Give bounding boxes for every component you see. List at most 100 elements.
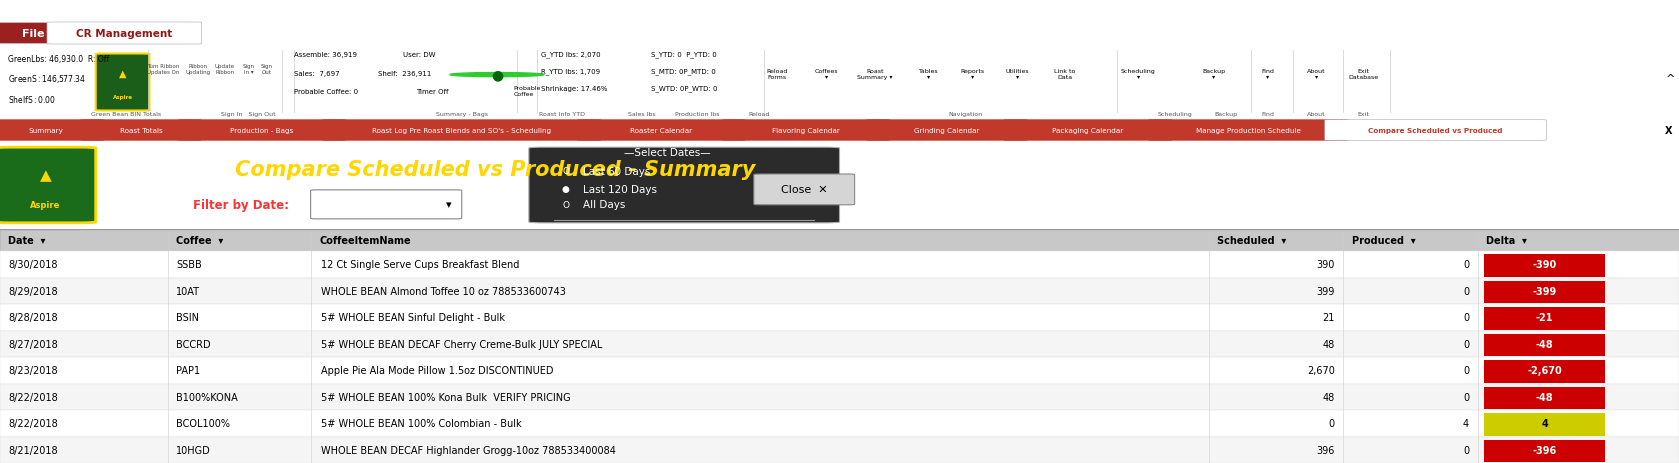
Text: Sign
In ▾: Sign In ▾ bbox=[242, 64, 255, 75]
Text: Update
Ribbon: Update Ribbon bbox=[215, 64, 235, 75]
Text: Probable Coffee: 0: Probable Coffee: 0 bbox=[294, 89, 358, 94]
FancyBboxPatch shape bbox=[311, 190, 462, 219]
Text: Exit: Exit bbox=[1357, 112, 1370, 117]
Text: ;: ; bbox=[13, 5, 18, 18]
Text: Reports
▾: Reports ▾ bbox=[960, 69, 984, 79]
Text: Backup
▾: Backup ▾ bbox=[1202, 69, 1226, 79]
Text: All Days: All Days bbox=[583, 200, 625, 210]
Text: Production - Bags: Production - Bags bbox=[230, 127, 294, 133]
Text: BSIN: BSIN bbox=[176, 313, 200, 323]
Text: -21: -21 bbox=[1536, 313, 1553, 323]
Text: X: X bbox=[1666, 125, 1672, 135]
FancyBboxPatch shape bbox=[0, 148, 96, 223]
Bar bbox=[1484, 360, 1605, 383]
Bar bbox=[0, 251, 1679, 278]
Text: Reload: Reload bbox=[749, 112, 769, 117]
Text: Coffee  ▾: Coffee ▾ bbox=[176, 236, 223, 245]
Text: 2,670: 2,670 bbox=[1306, 365, 1335, 375]
Text: Green Bean BIN Totals: Green Bean BIN Totals bbox=[91, 112, 161, 117]
Text: CR Management: CR Management bbox=[76, 28, 173, 38]
Text: Roaster Calendar: Roaster Calendar bbox=[630, 127, 693, 133]
Text: 4: 4 bbox=[1541, 419, 1548, 428]
Text: Last 120 Days: Last 120 Days bbox=[583, 184, 656, 194]
Text: 0: 0 bbox=[1462, 392, 1469, 402]
Text: 5# WHOLE BEAN 100% Kona Bulk  VERIFY PRICING: 5# WHOLE BEAN 100% Kona Bulk VERIFY PRIC… bbox=[321, 392, 571, 402]
Text: —Select Dates—: —Select Dates— bbox=[625, 148, 710, 158]
Text: Sales lbs: Sales lbs bbox=[628, 112, 655, 117]
Text: Roast Totals: Roast Totals bbox=[119, 127, 163, 133]
Text: 390: 390 bbox=[1316, 260, 1335, 269]
Text: 5# WHOLE BEAN DECAF Cherry Creme-Bulk JULY SPECIAL: 5# WHOLE BEAN DECAF Cherry Creme-Bulk JU… bbox=[321, 339, 603, 349]
Text: Shelf:  236,911: Shelf: 236,911 bbox=[378, 71, 432, 77]
Text: 5# WHOLE BEAN 100% Colombian - Bulk: 5# WHOLE BEAN 100% Colombian - Bulk bbox=[321, 419, 520, 428]
Text: -2,670: -2,670 bbox=[1528, 365, 1561, 375]
Text: Roast Info YTD: Roast Info YTD bbox=[539, 112, 586, 117]
Text: Scheduled  ▾: Scheduled ▾ bbox=[1217, 236, 1286, 245]
Text: 8/21/2018: 8/21/2018 bbox=[8, 445, 59, 455]
Text: Summary: Summary bbox=[29, 127, 64, 133]
Text: Grinding Calendar: Grinding Calendar bbox=[913, 127, 981, 133]
Text: Sign
Out: Sign Out bbox=[260, 64, 274, 75]
Bar bbox=[0, 437, 1679, 463]
Text: Paul Zimmerman: Paul Zimmerman bbox=[1503, 6, 1592, 16]
Bar bbox=[1484, 307, 1605, 330]
Bar bbox=[0, 384, 1679, 410]
Text: -48: -48 bbox=[1536, 339, 1553, 349]
Text: Summary - Bags: Summary - Bags bbox=[437, 112, 487, 117]
Text: 0: 0 bbox=[1462, 313, 1469, 323]
Text: ShelfS$:  $0.00: ShelfS$: $0.00 bbox=[8, 94, 57, 105]
Text: Tables
▾: Tables ▾ bbox=[918, 69, 939, 79]
Text: Delta  ▾: Delta ▾ bbox=[1486, 236, 1526, 245]
Text: GreenS$: $146,577.34: GreenS$: $146,577.34 bbox=[8, 73, 87, 85]
Text: 8/27/2018: 8/27/2018 bbox=[8, 339, 59, 349]
Text: About: About bbox=[1306, 112, 1326, 117]
Text: Find: Find bbox=[1261, 112, 1274, 117]
Text: ^: ^ bbox=[1666, 74, 1676, 84]
Text: Coffees
▾: Coffees ▾ bbox=[814, 69, 838, 79]
Text: 10AT: 10AT bbox=[176, 286, 200, 296]
Text: 8/29/2018: 8/29/2018 bbox=[8, 286, 59, 296]
Text: 48: 48 bbox=[1323, 339, 1335, 349]
Text: Timer Off: Timer Off bbox=[416, 89, 448, 94]
Text: Aspire: Aspire bbox=[30, 200, 60, 209]
Text: Filter by Date:: Filter by Date: bbox=[193, 199, 289, 212]
Text: Turn Ribbon
Updates On: Turn Ribbon Updates On bbox=[146, 64, 180, 75]
Text: Probable
Coffee: Probable Coffee bbox=[514, 86, 541, 97]
Text: Scheduling
▾: Scheduling ▾ bbox=[1122, 69, 1155, 79]
Text: 0: 0 bbox=[1462, 339, 1469, 349]
Text: BCCRD: BCCRD bbox=[176, 339, 212, 349]
Text: Apple Pie Ala Mode Pillow 1.5oz DISCONTINUED: Apple Pie Ala Mode Pillow 1.5oz DISCONTI… bbox=[321, 365, 552, 375]
Bar bbox=[0, 410, 1679, 437]
Bar bbox=[1484, 255, 1605, 277]
Text: Roast Log Pre Roast Blends and SO's - Scheduling: Roast Log Pre Roast Blends and SO's - Sc… bbox=[373, 127, 551, 133]
Text: 396: 396 bbox=[1316, 445, 1335, 455]
Text: Find
▾: Find ▾ bbox=[1261, 69, 1274, 79]
Text: Close  ✕: Close ✕ bbox=[781, 185, 828, 195]
FancyBboxPatch shape bbox=[1004, 120, 1172, 141]
Bar bbox=[1484, 281, 1605, 304]
Text: 48: 48 bbox=[1323, 392, 1335, 402]
Text: Scheduling: Scheduling bbox=[1159, 112, 1192, 117]
Text: 12 Ct Single Serve Cups Breakfast Blend: 12 Ct Single Serve Cups Breakfast Blend bbox=[321, 260, 519, 269]
Text: ❒: ❒ bbox=[1627, 6, 1637, 16]
Text: S_MTD: 0P_MTD: 0: S_MTD: 0P_MTD: 0 bbox=[651, 69, 717, 75]
FancyBboxPatch shape bbox=[0, 120, 104, 141]
FancyBboxPatch shape bbox=[81, 120, 201, 141]
Text: Manage Production Schedule: Manage Production Schedule bbox=[1195, 127, 1301, 133]
Bar bbox=[0, 230, 1679, 251]
FancyBboxPatch shape bbox=[322, 120, 601, 141]
Text: WHOLE BEAN Almond Toffee 10 oz 788533600743: WHOLE BEAN Almond Toffee 10 oz 788533600… bbox=[321, 286, 566, 296]
Text: 8/23/2018: 8/23/2018 bbox=[8, 365, 59, 375]
Text: Production lbs: Production lbs bbox=[675, 112, 719, 117]
FancyBboxPatch shape bbox=[754, 175, 855, 206]
Text: R_YTD lbs: 1,709: R_YTD lbs: 1,709 bbox=[541, 69, 599, 75]
Text: 5# WHOLE BEAN Sinful Delight - Bulk: 5# WHOLE BEAN Sinful Delight - Bulk bbox=[321, 313, 505, 323]
Text: ✕: ✕ bbox=[1657, 6, 1667, 16]
Text: 0: 0 bbox=[1462, 260, 1469, 269]
FancyBboxPatch shape bbox=[722, 120, 890, 141]
Text: WHOLE BEAN DECAF Highlander Grogg-10oz 788533400084: WHOLE BEAN DECAF Highlander Grogg-10oz 7… bbox=[321, 445, 616, 455]
Text: Link to
Data: Link to Data bbox=[1054, 69, 1075, 79]
Text: Exit
Database: Exit Database bbox=[1348, 69, 1378, 79]
Text: —: — bbox=[1597, 6, 1607, 16]
Text: 8/22/2018: 8/22/2018 bbox=[8, 419, 59, 428]
